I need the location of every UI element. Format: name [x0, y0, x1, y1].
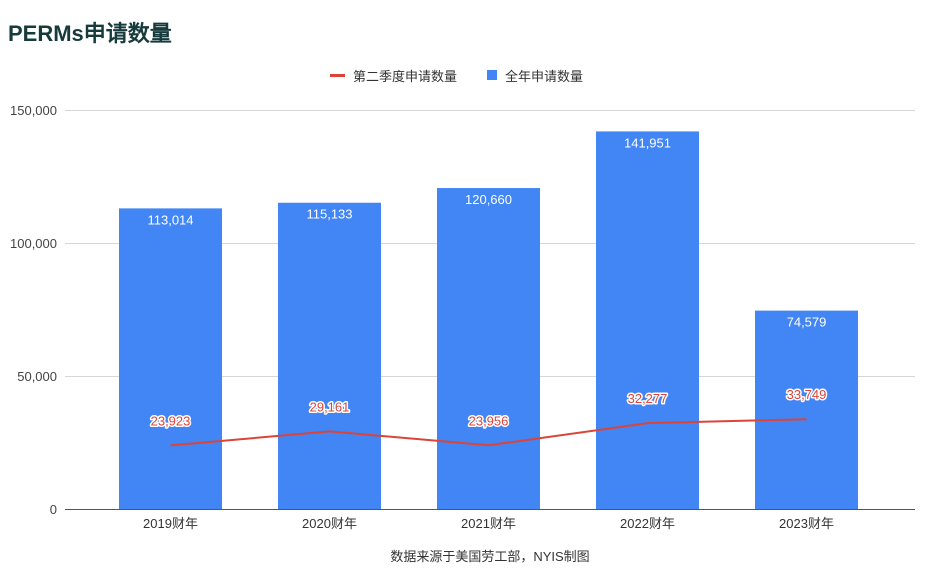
bar [755, 310, 858, 509]
line-value-label: 29,161 [310, 399, 350, 414]
bar-series-annual [119, 131, 858, 510]
line-value-label: 23,956 [469, 413, 509, 428]
legend-line-swatch [330, 73, 345, 77]
category-label: 2019财年 [143, 516, 198, 531]
bar-value-label: 115,133 [306, 207, 352, 222]
line-series-path [170, 418, 807, 447]
bar-value-label: 141,951 [624, 135, 671, 150]
bar-value-label: 113,014 [147, 212, 193, 227]
line-data-labels: 23,923 29,161 23,956 32,277 33,749 [149, 386, 828, 430]
y-tick-label: 100,000 [10, 236, 57, 251]
category-label: 2020财年 [302, 516, 357, 531]
y-tick-label: 0 [50, 502, 57, 517]
line-series-q2 [170, 418, 807, 447]
source-note: 数据来源于美国劳工部，NYIS制图 [390, 549, 590, 564]
line-value-label: 33,749 [787, 387, 827, 402]
legend-label-q2: 第二季度申请数量 [353, 68, 458, 84]
bar [596, 131, 699, 509]
bar [437, 188, 540, 509]
legend-item-q2: 第二季度申请数量 [330, 66, 457, 85]
bar [278, 202, 381, 509]
category-label: 2022财年 [620, 516, 675, 531]
legend-label-annual: 全年申请数量 [505, 68, 584, 84]
bar [119, 208, 222, 510]
x-axis-category-labels: 2019财年 2020财年 2021财年 2022财年 2023财年 [143, 516, 834, 531]
y-tick-label: 50,000 [17, 369, 57, 384]
line-value-label: 32,277 [628, 391, 668, 406]
chart-legend: 第二季度申请数量 全年申请数量 [330, 66, 583, 84]
category-label: 2023财年 [779, 516, 834, 531]
y-tick-label: 150,000 [10, 103, 57, 118]
category-label: 2021财年 [461, 516, 516, 531]
legend-bar-swatch [487, 70, 498, 80]
chart-title: PERMs申请数量 [8, 21, 172, 46]
bar-data-labels: 113,014 115,133 120,660 141,951 74,579 [147, 135, 826, 329]
legend-item-annual: 全年申请数量 [487, 66, 583, 85]
bar-value-label: 74,579 [787, 315, 827, 330]
bar-value-label: 120,660 [465, 192, 512, 207]
line-value-label: 23,923 [151, 413, 191, 428]
y-axis-tick-labels: 0 50,000 100,000 150,000 [10, 103, 57, 517]
